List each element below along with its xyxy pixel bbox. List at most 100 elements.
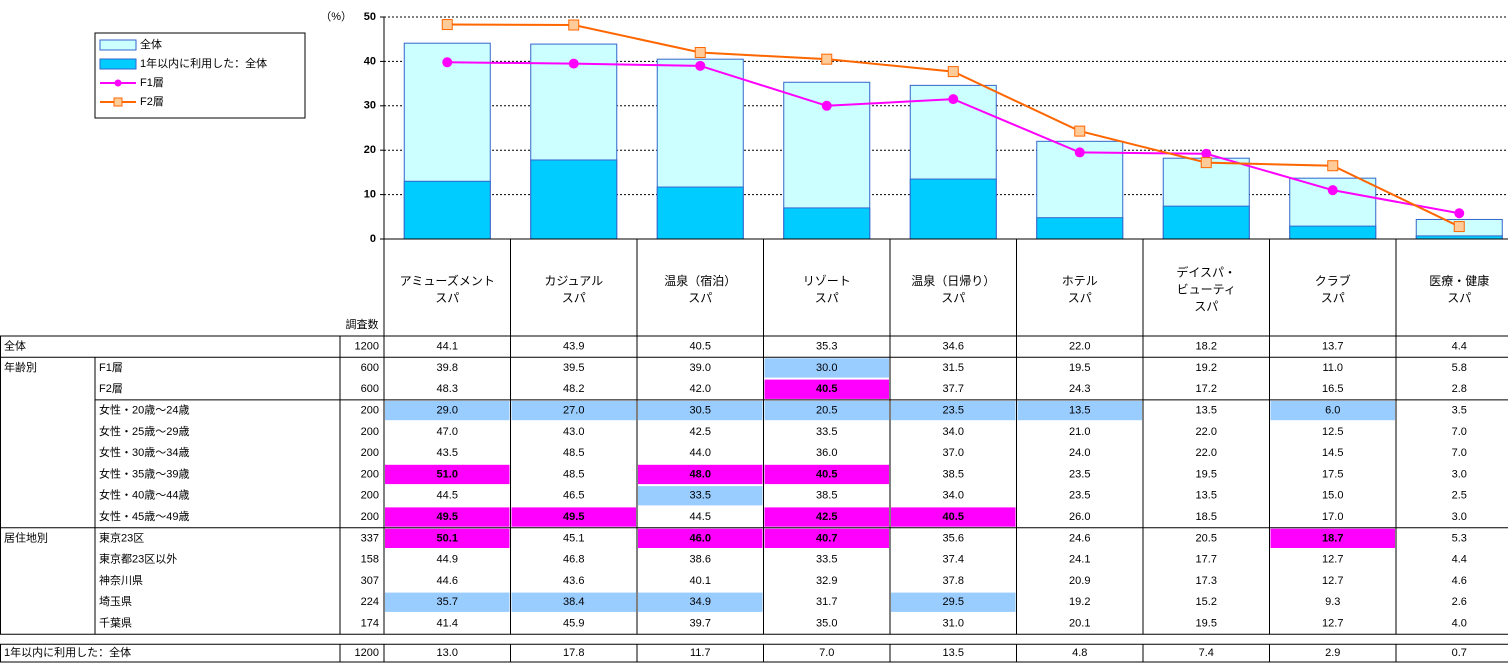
marker xyxy=(821,100,832,111)
cell-value: 44.6 xyxy=(437,575,458,587)
cell-highlight xyxy=(385,592,510,612)
cell-value: 45.9 xyxy=(563,617,584,629)
cell-value: 7.0 xyxy=(819,647,834,659)
row-count: 337 xyxy=(361,532,379,544)
cell-value: 13.0 xyxy=(437,647,458,659)
cell-value: 22.0 xyxy=(1069,341,1090,353)
cell-value: 30.5 xyxy=(690,404,711,416)
cell-value: 39.0 xyxy=(690,362,711,374)
cell-value: 9.3 xyxy=(1325,596,1340,608)
row-label: 東京都23区以外 xyxy=(99,552,177,566)
cell-value: 14.5 xyxy=(1322,447,1343,459)
cell-value: 40.7 xyxy=(816,532,837,544)
cell-value: 4.4 xyxy=(1452,554,1467,566)
cell-value: 48.5 xyxy=(563,447,584,459)
cell-value: 35.3 xyxy=(816,341,837,353)
cell-value: 2.8 xyxy=(1452,383,1467,395)
cell-value: 30.0 xyxy=(816,362,837,374)
cell-value: 22.0 xyxy=(1196,447,1217,459)
cell-value: 0.7 xyxy=(1452,647,1467,659)
row-count: 158 xyxy=(361,554,379,566)
cell-value: 4.6 xyxy=(1452,575,1467,587)
cell-value: 43.6 xyxy=(563,575,584,587)
legend-marker xyxy=(113,97,123,107)
bar xyxy=(656,186,744,240)
cell-value: 49.5 xyxy=(563,511,584,523)
row-count: 174 xyxy=(361,617,379,629)
cell-value: 3.0 xyxy=(1452,468,1467,480)
cell-value: 40.5 xyxy=(943,511,964,523)
cell-value: 24.0 xyxy=(1069,447,1090,459)
cell-value: 48.2 xyxy=(563,383,584,395)
cell-value: 22.0 xyxy=(1196,426,1217,438)
category-label: 温泉（日帰り） スパ xyxy=(911,274,996,305)
marker xyxy=(821,53,833,65)
cell-value: 41.4 xyxy=(437,617,458,629)
cell-highlight xyxy=(638,528,763,548)
cell-value: 38.5 xyxy=(943,468,964,480)
cell-value: 44.9 xyxy=(437,554,458,566)
cell-highlight xyxy=(385,400,510,421)
marker xyxy=(1201,148,1212,159)
row-count: 200 xyxy=(361,468,379,480)
cell-value: 33.5 xyxy=(816,554,837,566)
row-label: F1層 xyxy=(99,361,123,374)
cell-highlight xyxy=(511,400,636,421)
cell-value: 19.5 xyxy=(1196,617,1217,629)
cell-value: 34.9 xyxy=(690,596,711,608)
cell-value: 49.5 xyxy=(437,511,458,523)
cell-highlight xyxy=(385,507,510,527)
cell-highlight xyxy=(764,358,889,378)
bar xyxy=(530,159,618,240)
row-label: 女性・25歳～29歳 xyxy=(99,424,189,438)
cell-value: 39.7 xyxy=(690,617,711,629)
row-count: 224 xyxy=(361,596,379,608)
cell-value: 3.0 xyxy=(1452,511,1467,523)
cell-value: 11.7 xyxy=(690,647,711,659)
legend-label: F2層 xyxy=(140,95,164,108)
bar xyxy=(783,207,871,240)
y-tick-label: 20 xyxy=(364,144,376,156)
cell-value: 37.0 xyxy=(943,447,964,459)
cell-value: 15.0 xyxy=(1322,490,1343,502)
row-label: 千葉県 xyxy=(99,615,132,629)
cell-value: 44.1 xyxy=(437,341,458,353)
marker xyxy=(441,19,453,31)
cell-value: 42.5 xyxy=(816,511,837,523)
bar xyxy=(1289,225,1377,240)
cell-highlight xyxy=(1270,528,1395,548)
cell-value: 16.5 xyxy=(1322,383,1343,395)
y-tick-label: 30 xyxy=(364,100,376,112)
row-label: F2層 xyxy=(99,382,123,395)
cell-highlight xyxy=(764,400,889,421)
cell-highlight xyxy=(385,464,510,485)
row-label: 1年以内に利用した：全体 xyxy=(4,645,131,659)
row-count: 1200 xyxy=(355,647,379,659)
cell-value: 6.0 xyxy=(1325,404,1340,416)
cell-value: 13.5 xyxy=(943,647,964,659)
cell-value: 12.7 xyxy=(1322,575,1343,587)
cell-value: 24.6 xyxy=(1069,532,1090,544)
cell-value: 18.5 xyxy=(1196,511,1217,523)
cell-value: 18.7 xyxy=(1322,532,1343,544)
cell-value: 42.5 xyxy=(690,426,711,438)
cell-value: 20.5 xyxy=(1196,532,1217,544)
cell-value: 13.7 xyxy=(1322,341,1343,353)
cell-value: 39.8 xyxy=(437,362,458,374)
cell-value: 45.1 xyxy=(563,532,584,544)
cell-value: 35.7 xyxy=(437,596,458,608)
cell-highlight xyxy=(764,528,889,548)
cell-value: 37.8 xyxy=(943,575,964,587)
cell-value: 39.5 xyxy=(563,362,584,374)
cell-value: 26.0 xyxy=(1069,511,1090,523)
cell-highlight xyxy=(764,464,889,485)
cell-value: 34.0 xyxy=(943,490,964,502)
cell-value: 4.8 xyxy=(1072,647,1087,659)
marker xyxy=(1453,221,1465,233)
cell-value: 37.4 xyxy=(943,554,964,566)
row-count: 200 xyxy=(361,490,379,502)
marker xyxy=(695,60,706,71)
cell-highlight xyxy=(891,507,1016,527)
row-count: 200 xyxy=(361,426,379,438)
category-label: デイスパ・ ビューティ スパ xyxy=(1176,265,1237,314)
